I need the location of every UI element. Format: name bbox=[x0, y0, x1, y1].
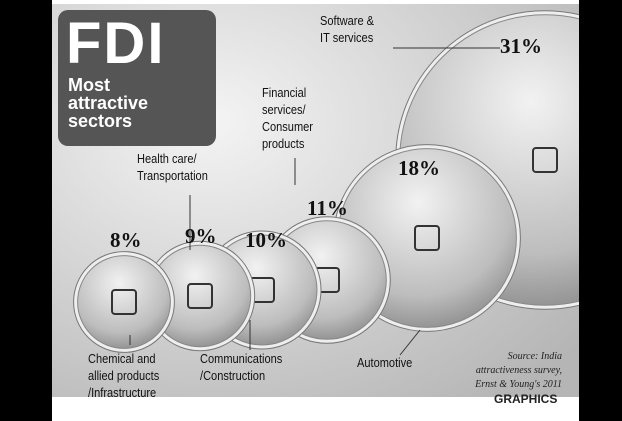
title-box bbox=[58, 10, 216, 146]
border-right bbox=[579, 0, 622, 421]
border-left bbox=[0, 0, 52, 421]
bubble bbox=[77, 255, 171, 349]
category-label: Health care/ Transportation bbox=[137, 151, 208, 183]
leader-line bbox=[399, 329, 421, 356]
value-label: 10% bbox=[245, 228, 287, 252]
icon bbox=[111, 289, 137, 315]
source-note: Source: India attractiveness survey, Ern… bbox=[475, 351, 562, 390]
category-label: Software & IT services bbox=[320, 13, 375, 45]
value-label: 18% bbox=[398, 156, 440, 180]
category-label: Automotive bbox=[357, 355, 413, 370]
value-label: 9% bbox=[185, 224, 217, 248]
bottom-strip bbox=[52, 397, 579, 421]
category-label: Financial services/ Consumer products bbox=[262, 85, 313, 151]
chart-title: FDI bbox=[66, 11, 166, 76]
icon bbox=[187, 283, 213, 309]
value-label: 11% bbox=[307, 196, 348, 220]
credit: GRAPHICS bbox=[494, 392, 558, 406]
bubbles bbox=[73, 10, 579, 353]
value-label: 8% bbox=[110, 228, 142, 252]
icon bbox=[532, 147, 558, 173]
icon bbox=[414, 225, 440, 251]
category-label: Communications /Construction bbox=[200, 351, 283, 383]
category-label: Chemical and allied products /Infrastruc… bbox=[88, 351, 160, 400]
value-label: 31% bbox=[500, 34, 542, 58]
chart-subtitle: Most attractive sectors bbox=[68, 75, 149, 131]
